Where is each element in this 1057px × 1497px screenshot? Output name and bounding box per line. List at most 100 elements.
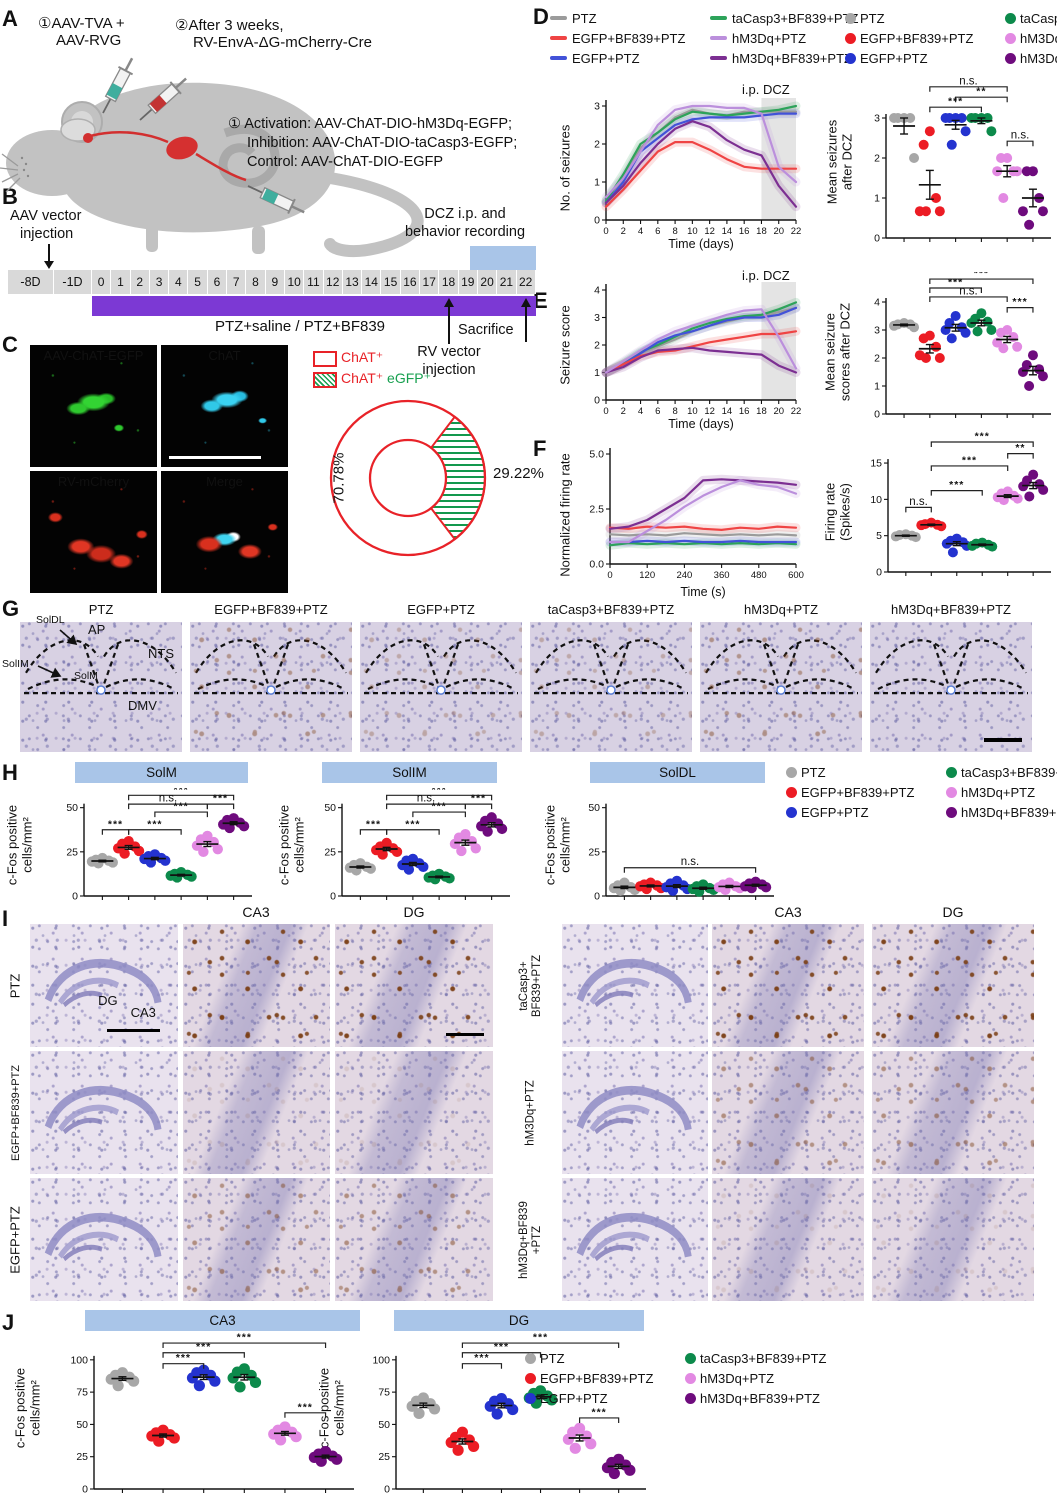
c-fos-specks [872,924,1034,1047]
d-scatter-chart: 0 1 2 3 n.s. ** *** n.s. [862,75,1057,250]
svg-text:50: 50 [378,1419,390,1431]
legend-label-hm3dq: hM3Dq+PTZ [1020,30,1057,46]
timeline-day-cell: 15 [381,270,401,294]
i-right-row-label: hM3Dq+PTZ [524,1079,537,1146]
micrograph-chat: ChAT [161,345,288,467]
legend-row: EGFP+PTZ hM3Dq+BF839+PTZ [550,48,852,68]
svg-text:***: *** [471,793,486,805]
svg-text:1: 1 [874,193,880,205]
micrograph-label-merge: Merge [206,474,243,489]
dot-swatch-hm3dq [1005,32,1016,44]
svg-text:***: *** [431,801,446,813]
c-fos-specks [183,924,330,1047]
svg-text:2: 2 [621,226,626,237]
g-col-label: hM3Dq+BF839+PTZ [891,602,1011,617]
legend-label-tacasp: taCasp3+BF839+PTZ [1020,10,1057,26]
line-swatch-ptz [550,16,567,20]
svg-text:12: 12 [704,406,715,417]
scale-bar [169,456,261,459]
svg-text:4: 4 [638,226,643,237]
i-header-ca3-left: CA3 [242,904,270,920]
svg-text:***: *** [213,793,228,805]
h-ylabel-1: c-Fos positive cells/mm² [4,804,34,886]
timeline-day-cell: 6 [207,270,228,294]
timeline-day-cell: 1 [111,270,131,294]
svg-text:3: 3 [874,113,880,125]
svg-text:2: 2 [594,139,600,151]
dot-swatch-tacasp [1005,12,1016,24]
svg-text:n.s.: n.s. [959,76,978,87]
svg-text:10: 10 [687,226,698,237]
c-fos-specks [360,622,522,752]
timeline-day-cell: 17 [420,270,440,294]
legend-item-hm3dq: hM3Dq+PTZ [710,31,806,46]
legend-item-egfp_bf: EGFP+BF839+PTZ [525,1371,677,1386]
dot-legend: PTZ taCasp3+BF839+PTZ EGFP+BF839+PTZ hM3Dq+… [845,8,1057,68]
legend-row: PTZ taCasp3+BF839+PTZ [550,8,858,28]
g-col-label: EGFP+PTZ [407,602,475,617]
svg-text:***: *** [948,96,963,108]
micrograph-label-chat: ChAT [208,348,241,363]
g-ann-ap: AP [88,622,106,637]
i-overview [30,1178,178,1301]
svg-text:1: 1 [594,367,600,379]
aav-injection-label-2: injection [20,226,74,242]
g-histology-image [530,622,692,752]
panel-i-label: I [2,906,9,931]
legend-label-hm3dq: hM3Dq+PTZ [700,1370,775,1386]
legend-item-ptz: PTZ [845,11,997,26]
svg-text:2.5: 2.5 [589,504,604,516]
svg-text:25: 25 [588,846,600,858]
svg-text:100: 100 [372,1354,390,1366]
svg-text:0: 0 [82,1484,88,1496]
legend-label-egfp: EGFP+PTZ [801,804,869,820]
legend-label-tacasp: taCasp3+BF839+PTZ [732,10,859,26]
timeline-day-cell: 20 [477,270,498,294]
line-legend: PTZ taCasp3+BF839+PTZ EGFP+BF839+PTZ hM3Dq+… [550,8,858,68]
svg-text:3: 3 [874,325,880,337]
timeline-day-cell: 7 [227,270,247,294]
i-overview-right [562,1051,708,1174]
svg-text:0: 0 [607,570,612,581]
panel-f-label: F [533,436,547,461]
svg-text:2: 2 [594,340,600,352]
i-ca3-zoom-right [712,1051,864,1174]
svg-text:n.s.: n.s. [959,285,978,297]
svg-text:***: *** [237,1332,252,1344]
svg-text:0: 0 [594,395,600,407]
dcz-label: DCZ i.p. and [424,206,506,222]
c-fos-specks [712,1051,864,1174]
legend-label-ptz: PTZ [860,10,885,26]
svg-text:n.s.: n.s. [159,793,178,805]
dot-swatch-tacasp [946,766,957,778]
i-left-row-label: EGFP+BF839+PTZ [9,1064,22,1161]
svg-text:Time (days): Time (days) [668,237,734,251]
c-fos-specks [183,1051,330,1174]
svg-text:***: *** [591,1406,606,1418]
line-swatch-hm3dq [710,36,727,40]
timeline-day-cell: 18 [439,270,459,294]
svg-text:15: 15 [870,458,882,470]
dcz-window-bar [470,246,536,270]
injection2-label: ②After 3 weeks, [175,17,284,34]
i-dg-zoom [335,1051,493,1174]
dot-swatch-egfp_bf [525,1372,536,1384]
svg-text:25: 25 [66,846,78,858]
i-ca3-zoom [183,1051,330,1174]
svg-text:0: 0 [874,409,880,421]
legend-row: EGFP+BF839+PTZ hM3Dq+PTZ [786,782,1054,802]
ptz-bar-label: PTZ+saline / PTZ+BF839 [214,318,386,335]
legend-row: EGFP+BF839+PTZ hM3Dq+PTZ [525,1368,793,1388]
timeline-day-cell: 13 [342,270,363,294]
svg-text:Time (s): Time (s) [680,585,725,599]
svg-text:***: *** [405,818,420,830]
svg-text:0: 0 [594,891,600,903]
legend-label-hm3dq_bf: hM3Dq+BF839+PTZ [732,50,852,66]
legend-label-ptz: PTZ [572,10,597,26]
legend-item-tacasp: taCasp3+BF839+PTZ [1005,11,1057,26]
aav-down-arrow [44,244,54,269]
svg-text:14: 14 [722,226,733,237]
timeline-day-cell: 4 [169,270,189,294]
svg-text:50: 50 [76,1419,88,1431]
svg-text:n.s.: n.s. [681,856,700,868]
